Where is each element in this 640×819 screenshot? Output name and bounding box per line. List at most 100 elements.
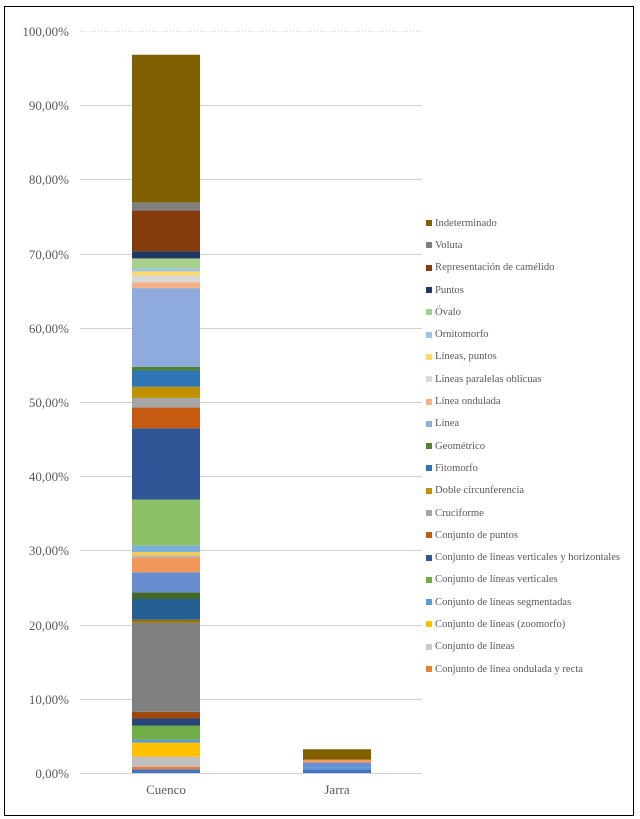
y-tick-label: 70,00% (29, 247, 69, 262)
bar-segment (132, 742, 200, 757)
legend-item: Representación de camélido (426, 257, 636, 279)
legend-swatch-icon (426, 465, 432, 472)
legend-label: Óvalo (435, 306, 461, 318)
bar-segment (132, 557, 200, 573)
bar-segment (132, 386, 200, 398)
legend-swatch-icon (426, 398, 432, 405)
bar-segment (132, 718, 200, 726)
legend-label: Líneas, puntos (435, 351, 497, 363)
bar-segment (132, 499, 200, 546)
y-axis-tick-labels: 0,00% 10,00% 20,00% 30,00% 40,00% 50,00% 60,00… (22, 24, 69, 781)
legend-swatch-icon (426, 264, 432, 271)
chart-frame (4, 6, 634, 816)
bar-segment (132, 268, 200, 272)
legend-item: Indeterminado (426, 212, 636, 234)
bar-segment (132, 766, 200, 770)
y-tick-label: 80,00% (29, 172, 69, 187)
bar-stack-jarra (303, 749, 371, 773)
y-tick-label: 40,00% (29, 469, 69, 484)
legend-label: Conjunto de líneas (zoomorfo) (435, 618, 566, 630)
legend-label: Doble circunferencia (435, 485, 525, 497)
legend-swatch-icon (426, 443, 432, 450)
legend-item: Puntos (426, 279, 636, 301)
bar-segment (132, 769, 200, 773)
legend-label: Conjunto de línea ondulada y recta (435, 663, 583, 675)
legend-swatch-icon (426, 242, 432, 249)
bar-segment (132, 202, 200, 211)
y-tick-label: 0,00% (35, 766, 69, 781)
legend-item: Líneas, puntos (426, 346, 636, 368)
legend-item: Fitomorfo (426, 457, 636, 479)
x-category-label: Jarra (324, 782, 349, 797)
legend-label: Indeterminado (435, 217, 497, 229)
bar-segment (132, 428, 200, 500)
legend-swatch-icon (426, 510, 432, 516)
legend-label: Puntos (435, 284, 464, 296)
bar-segment (132, 739, 200, 743)
bar-segment (132, 711, 200, 719)
legend-swatch-icon (426, 666, 432, 673)
bar-segment (132, 599, 200, 620)
bar-segment (132, 258, 200, 269)
legend-item: Doble circunferencia (426, 480, 636, 502)
legend-swatch-icon (426, 532, 432, 539)
legend-swatch-icon (426, 287, 432, 294)
legend-label: Geométrico (435, 440, 486, 452)
legend-item: Línea ondulada (426, 390, 636, 412)
bar-segment (303, 767, 371, 770)
legend-swatch-icon (426, 643, 432, 650)
x-category-label: Cuenco (146, 782, 186, 797)
legend-label: Conjunto de líneas verticales (435, 574, 558, 586)
bar-segment (132, 275, 200, 283)
legend-item: Conjunto de líneas (zoomorfo) (426, 613, 636, 635)
bar-segment (132, 756, 200, 767)
legend-label: Líneas paralelas oblicuas (435, 373, 542, 385)
bar-segment (132, 271, 200, 276)
legend-label: Voluta (435, 239, 463, 251)
legend-swatch-icon (426, 376, 432, 383)
bar-segment (132, 210, 200, 252)
legend-label: Conjunto de puntos (435, 529, 518, 541)
legend-label: Representación de camélido (435, 262, 555, 274)
bar-segment (132, 572, 200, 593)
legend-swatch-icon (426, 576, 432, 583)
y-tick-label: 10,00% (29, 692, 69, 707)
legend-swatch-icon (426, 309, 432, 316)
legend-item: Línea (426, 413, 636, 435)
legend-label: Línea (435, 418, 460, 430)
legend-item: Cruciforme (426, 502, 636, 524)
legend-item: Conjunto de líneas (426, 636, 636, 658)
bar-segment (132, 288, 200, 367)
bar-segment (132, 619, 200, 623)
legend-item: Conjunto de líneas verticales (426, 569, 636, 591)
legend-label: Línea ondulada (435, 396, 501, 408)
legend-item: Conjunto de líneas verticales y horizont… (426, 546, 636, 568)
legend-swatch-icon (426, 487, 432, 494)
bar-stack-cuenco (132, 54, 200, 773)
legend-item: Conjunto de líneas segmentadas (426, 591, 636, 613)
legend-item: Conjunto de línea ondulada y recta (426, 658, 636, 680)
legend-label: Conjunto de líneas (435, 641, 515, 653)
legend-item: Geométrico (426, 435, 636, 457)
legend-label: Conjunto de líneas segmentadas (435, 596, 572, 608)
bar-segment (303, 759, 371, 763)
bar-segment (132, 282, 200, 289)
bar-segment (303, 762, 371, 768)
legend-item: Líneas paralelas oblicuas (426, 368, 636, 390)
bar-segment (132, 366, 200, 371)
x-axis-category-labels: Cuenco Jarra (146, 782, 350, 797)
legend-label: Ornitomorfo (435, 329, 489, 341)
bar-segment (132, 407, 200, 429)
legend-swatch-icon (426, 331, 432, 338)
legend-swatch-icon (426, 599, 432, 606)
bar-segment (132, 592, 200, 600)
y-tick-label: 100,00% (22, 24, 69, 39)
legend-label: Cruciforme (435, 507, 484, 519)
legend-item: Ornitomorfo (426, 323, 636, 345)
bar-segment (132, 54, 200, 203)
bar-segment (132, 251, 200, 259)
legend-swatch-icon (426, 220, 432, 227)
legend-swatch-icon (426, 353, 432, 360)
legend-swatch-icon (426, 554, 432, 561)
legend-label: Conjunto de líneas verticales y horizont… (435, 552, 621, 564)
